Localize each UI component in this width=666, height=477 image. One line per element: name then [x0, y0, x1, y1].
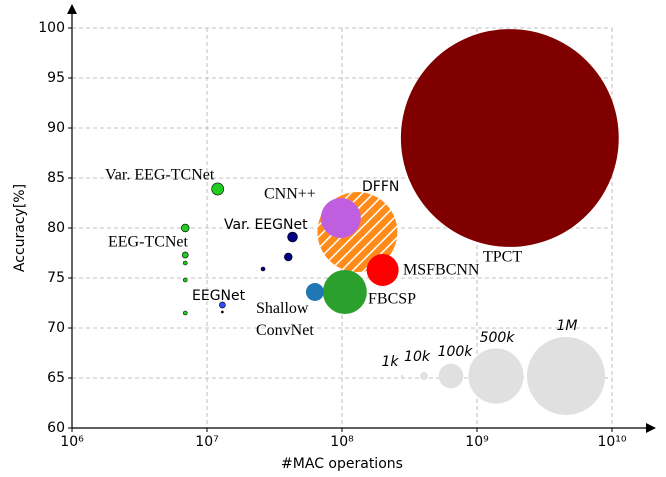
- bubble: [320, 197, 361, 239]
- size-legend-label: 500k: [480, 330, 516, 346]
- bubble-label: MSFBCNN: [403, 262, 480, 279]
- bubble: [221, 310, 224, 314]
- bubble-label: EEG-TCNet: [108, 234, 189, 251]
- bubble: [305, 283, 324, 301]
- bubble-label: Shallow ConvNet: [256, 300, 314, 339]
- size-legend-circle: [400, 374, 404, 378]
- bubble: [219, 301, 226, 309]
- bubble-label: FBCSP: [368, 291, 416, 308]
- x-axis-label: #MAC operations: [281, 456, 403, 472]
- bubble: [182, 277, 188, 283]
- x-tick-label: 10⁸: [330, 434, 354, 450]
- bubble-label-text: Shallow ConvNet: [256, 300, 314, 339]
- y-tick-label: 70: [47, 320, 65, 336]
- bubble: [287, 231, 298, 243]
- bubble: [181, 251, 189, 259]
- size-legend-label: 10k: [404, 349, 431, 365]
- bubble: [182, 260, 188, 266]
- y-tick-label: 95: [47, 70, 65, 86]
- bubble: [284, 252, 293, 262]
- bubble-label: Var. EEGNet: [224, 217, 308, 233]
- y-tick-label: 60: [47, 420, 65, 436]
- size-legend-circle: [438, 363, 464, 389]
- bubble: [260, 266, 266, 272]
- y-tick-label: 85: [47, 170, 65, 186]
- size-legend-label: 100k: [438, 344, 474, 360]
- x-tick-label: 10⁷: [195, 434, 218, 450]
- bubble-label: EEGNet: [192, 288, 246, 304]
- bubble-label: Var. EEG-TCNet: [105, 167, 215, 184]
- bubble-label: CNN++: [264, 186, 316, 203]
- y-tick-label: 100: [38, 20, 65, 36]
- size-legend-circle: [527, 337, 605, 415]
- bubble-label: DFFN: [362, 179, 399, 195]
- y-axis-label: Accuracy[%]: [12, 184, 28, 272]
- bubble: [366, 254, 399, 286]
- x-axis-arrow: [646, 423, 656, 433]
- bubble: [181, 223, 190, 233]
- size-legend-label: 1k: [381, 354, 399, 370]
- x-tick-label: 10⁶: [60, 434, 84, 450]
- y-axis-arrow: [67, 4, 77, 14]
- y-tick-label: 65: [47, 370, 65, 386]
- y-tick-label: 75: [47, 270, 65, 286]
- bubble: [322, 270, 367, 314]
- y-tick-label: 90: [47, 120, 65, 136]
- size-legend-circle: [468, 348, 524, 404]
- bubble: [182, 310, 188, 316]
- x-tick-label: 10⁹: [465, 434, 489, 450]
- x-tick-label: 10¹⁰: [597, 434, 626, 450]
- marks: [181, 29, 619, 316]
- bubble: [400, 29, 619, 247]
- y-tick-label: 80: [47, 220, 65, 236]
- bubble-label: TPCT: [483, 249, 522, 266]
- size-legend-circle: [420, 372, 428, 380]
- size-legend-label: 1M: [557, 318, 578, 334]
- bubble: [211, 182, 225, 196]
